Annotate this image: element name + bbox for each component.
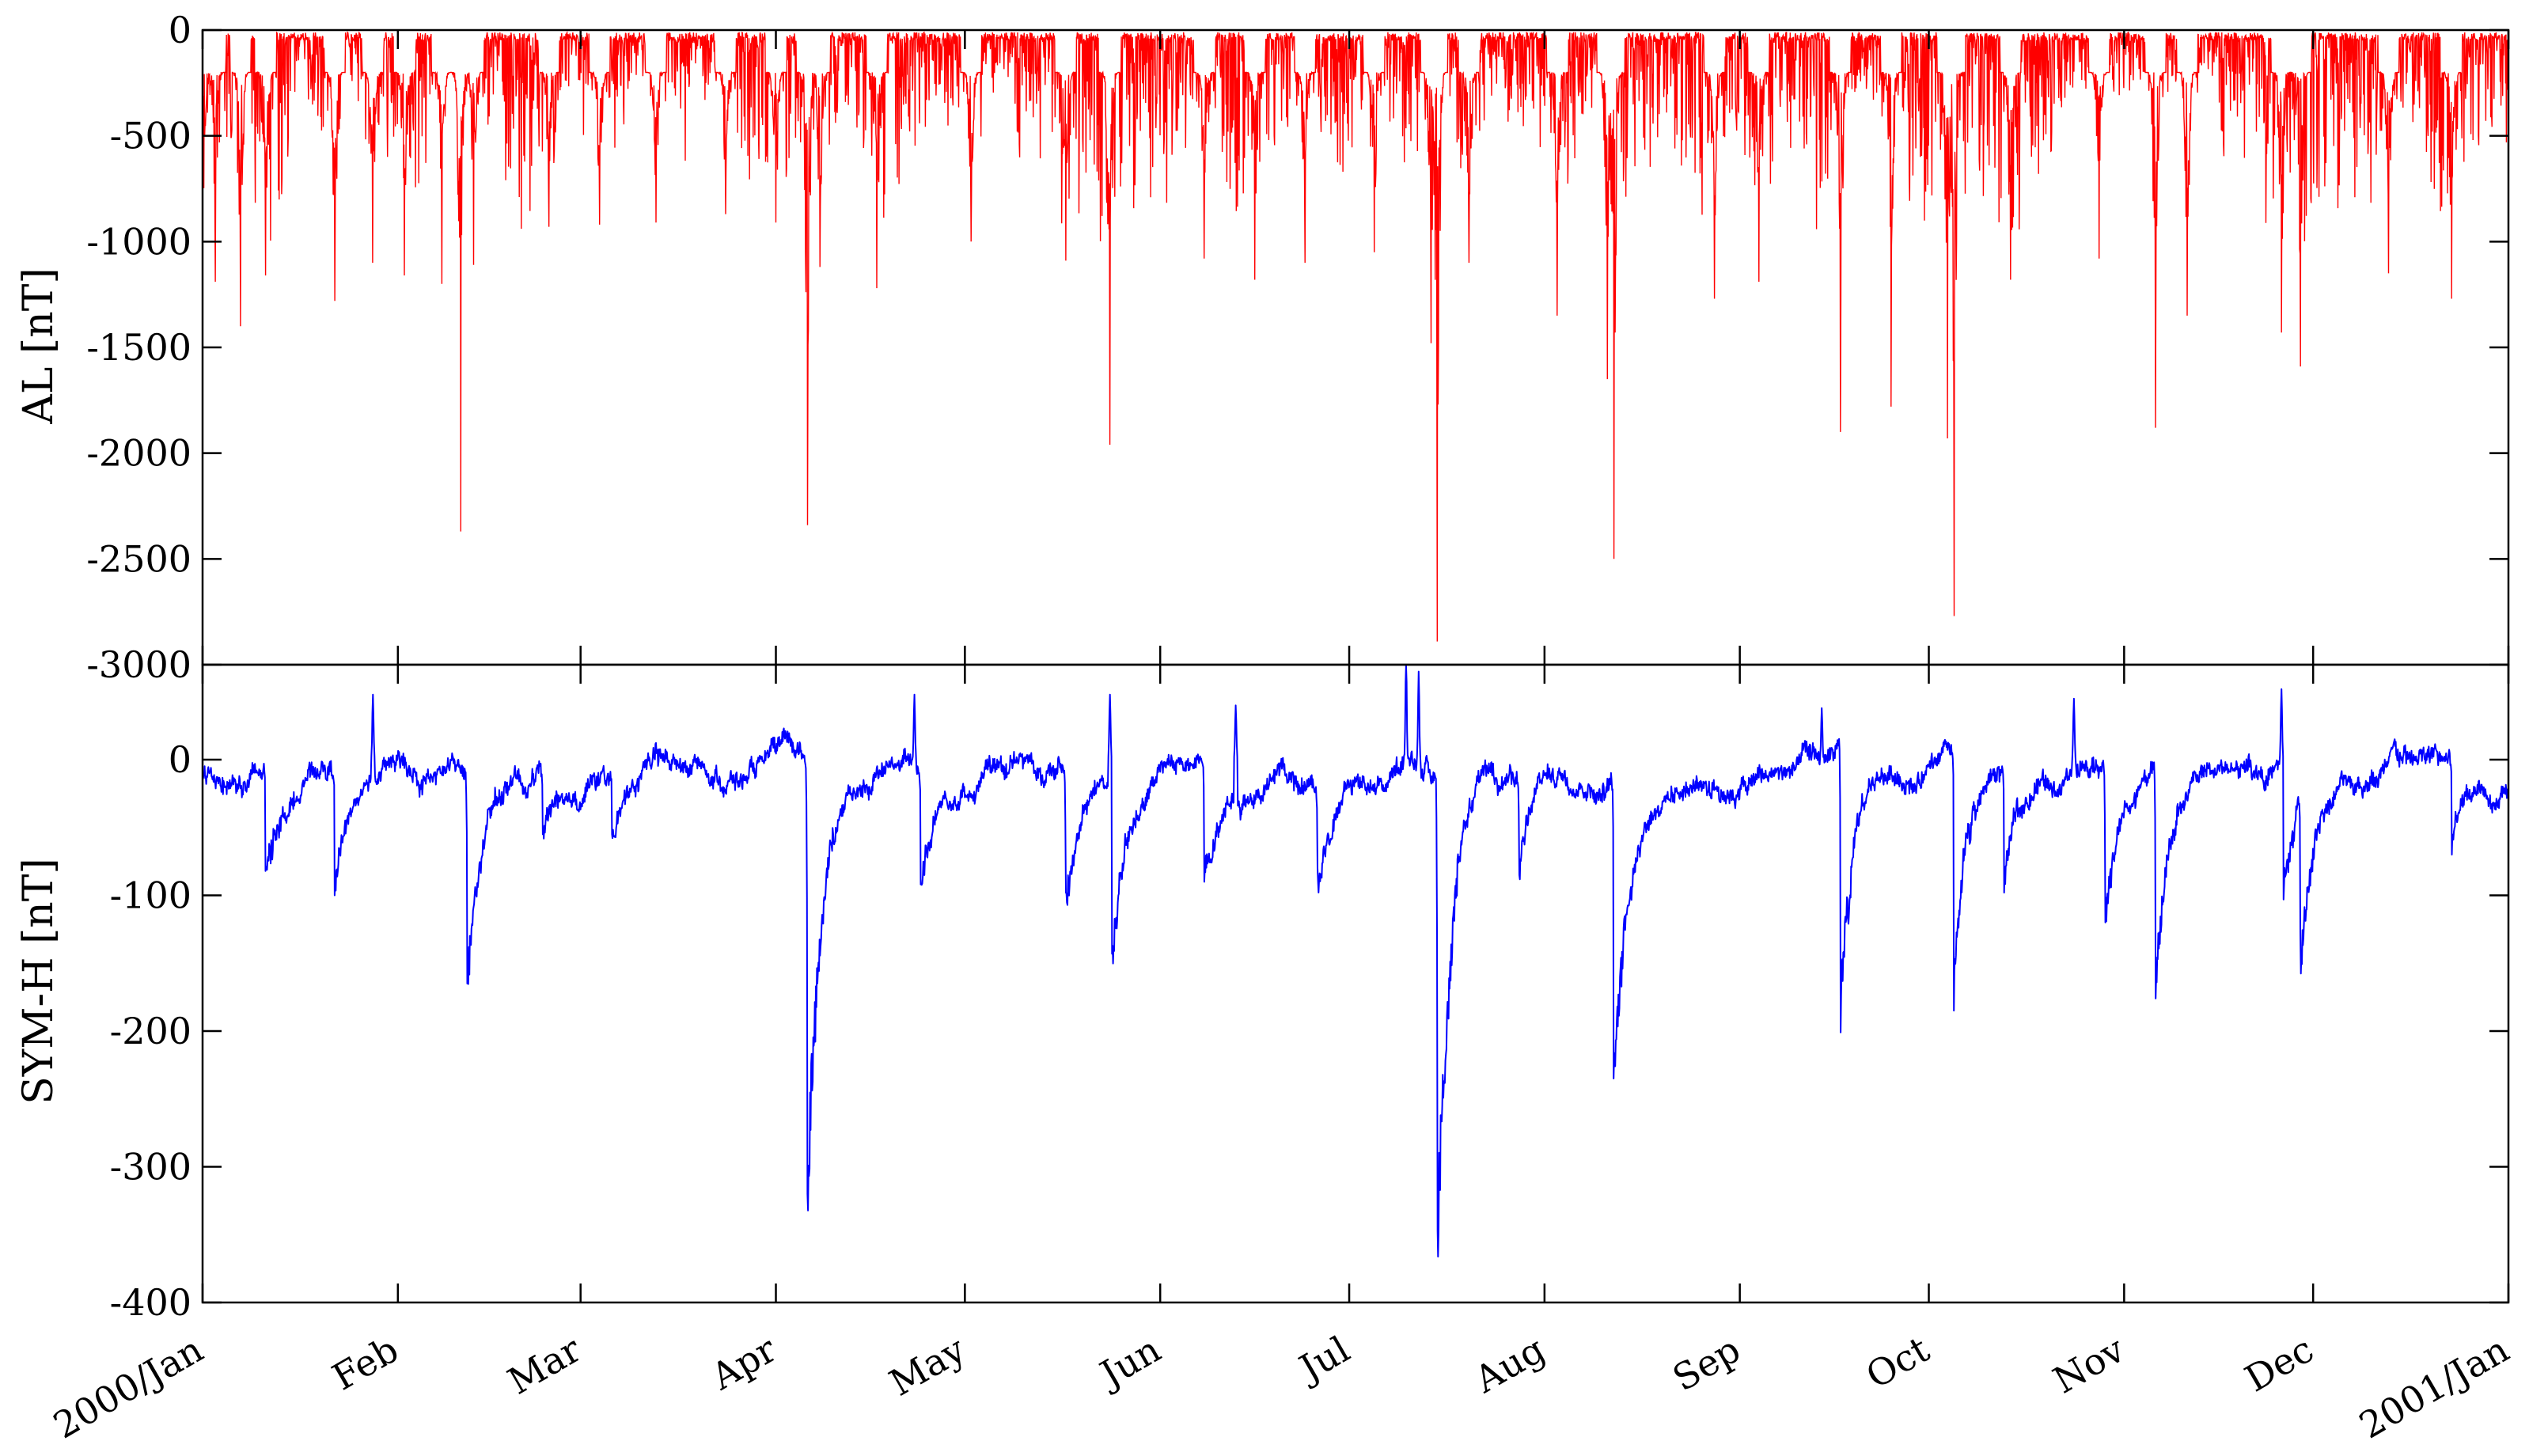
y-tick-label: -400	[110, 1281, 191, 1324]
y-tick-label: -2000	[86, 432, 191, 475]
y-tick-label: -2500	[86, 537, 191, 580]
x-axis: 2000/Jan Feb Mar Apr May Jun Jul Aug Sep Oct Nov De…	[46, 30, 2516, 1447]
x-tick-label: Jul	[1290, 1328, 1357, 1391]
x-tick-label: 2000/Jan	[46, 1328, 210, 1447]
y-tick-label: 0	[169, 9, 191, 51]
x-tick-label: Nov	[2046, 1328, 2132, 1402]
y-tick-label: -100	[110, 874, 191, 917]
symh-panel: 0 -100 -200 -300 -400 SYM-H [nT]	[15, 664, 2509, 1324]
y-tick-label: -1000	[86, 220, 191, 263]
y-tick-label: 0	[169, 738, 191, 781]
x-tick-label: Sep	[1666, 1328, 1747, 1400]
x-tick-label: May	[882, 1328, 973, 1405]
al-panel: 0 -500 -1000 -1500 -2000 -2500 -3000 AL [nT]	[15, 9, 2509, 686]
y-tick-label: -500	[110, 115, 191, 157]
x-tick-label: 2001/Jan	[2352, 1328, 2516, 1447]
x-tick-label: Mar	[501, 1328, 589, 1403]
al-ylabel: AL [nT]	[15, 267, 63, 424]
symh-frame	[201, 663, 2510, 1304]
x-tick-label: Aug	[1467, 1328, 1553, 1401]
al-y-axis: 0 -500 -1000 -1500 -2000 -2500 -3000	[86, 9, 2508, 686]
symh-y-axis: 0 -100 -200 -300 -400	[110, 738, 2508, 1324]
y-tick-label: -300	[110, 1146, 191, 1189]
symh-ylabel: SYM-H [nT]	[15, 858, 63, 1104]
al-series	[202, 30, 2509, 642]
x-tick-label: Jun	[1090, 1328, 1168, 1397]
al-line	[202, 30, 2509, 642]
y-tick-label: -200	[110, 1010, 191, 1052]
y-tick-label: -1500	[86, 326, 191, 369]
x-tick-label: Dec	[2238, 1328, 2321, 1401]
x-tick-label: Apr	[703, 1328, 783, 1399]
symh-series	[202, 664, 2509, 1258]
y-tick-label: -3000	[86, 643, 191, 686]
al-frame	[201, 28, 2510, 666]
symh-line	[202, 664, 2509, 1258]
x-tick-label: Feb	[325, 1328, 406, 1399]
x-tick-label: Oct	[1859, 1328, 1936, 1397]
